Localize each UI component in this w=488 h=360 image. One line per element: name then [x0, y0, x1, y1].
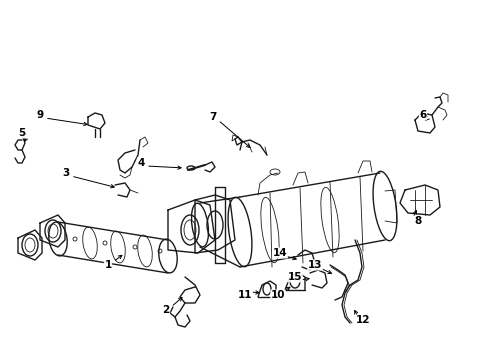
Text: 15: 15	[287, 272, 302, 282]
Text: 5: 5	[19, 128, 25, 138]
Text: 10: 10	[270, 290, 285, 300]
Text: 14: 14	[272, 248, 287, 258]
Text: 3: 3	[62, 168, 69, 178]
Text: 2: 2	[162, 305, 169, 315]
Text: 6: 6	[419, 110, 426, 120]
Text: 12: 12	[355, 315, 369, 325]
Text: 4: 4	[137, 158, 144, 168]
Text: 13: 13	[307, 260, 322, 270]
Text: 9: 9	[37, 110, 43, 120]
Text: 7: 7	[209, 112, 216, 122]
Text: 1: 1	[104, 260, 111, 270]
Text: 11: 11	[237, 290, 252, 300]
Text: 8: 8	[413, 216, 421, 226]
